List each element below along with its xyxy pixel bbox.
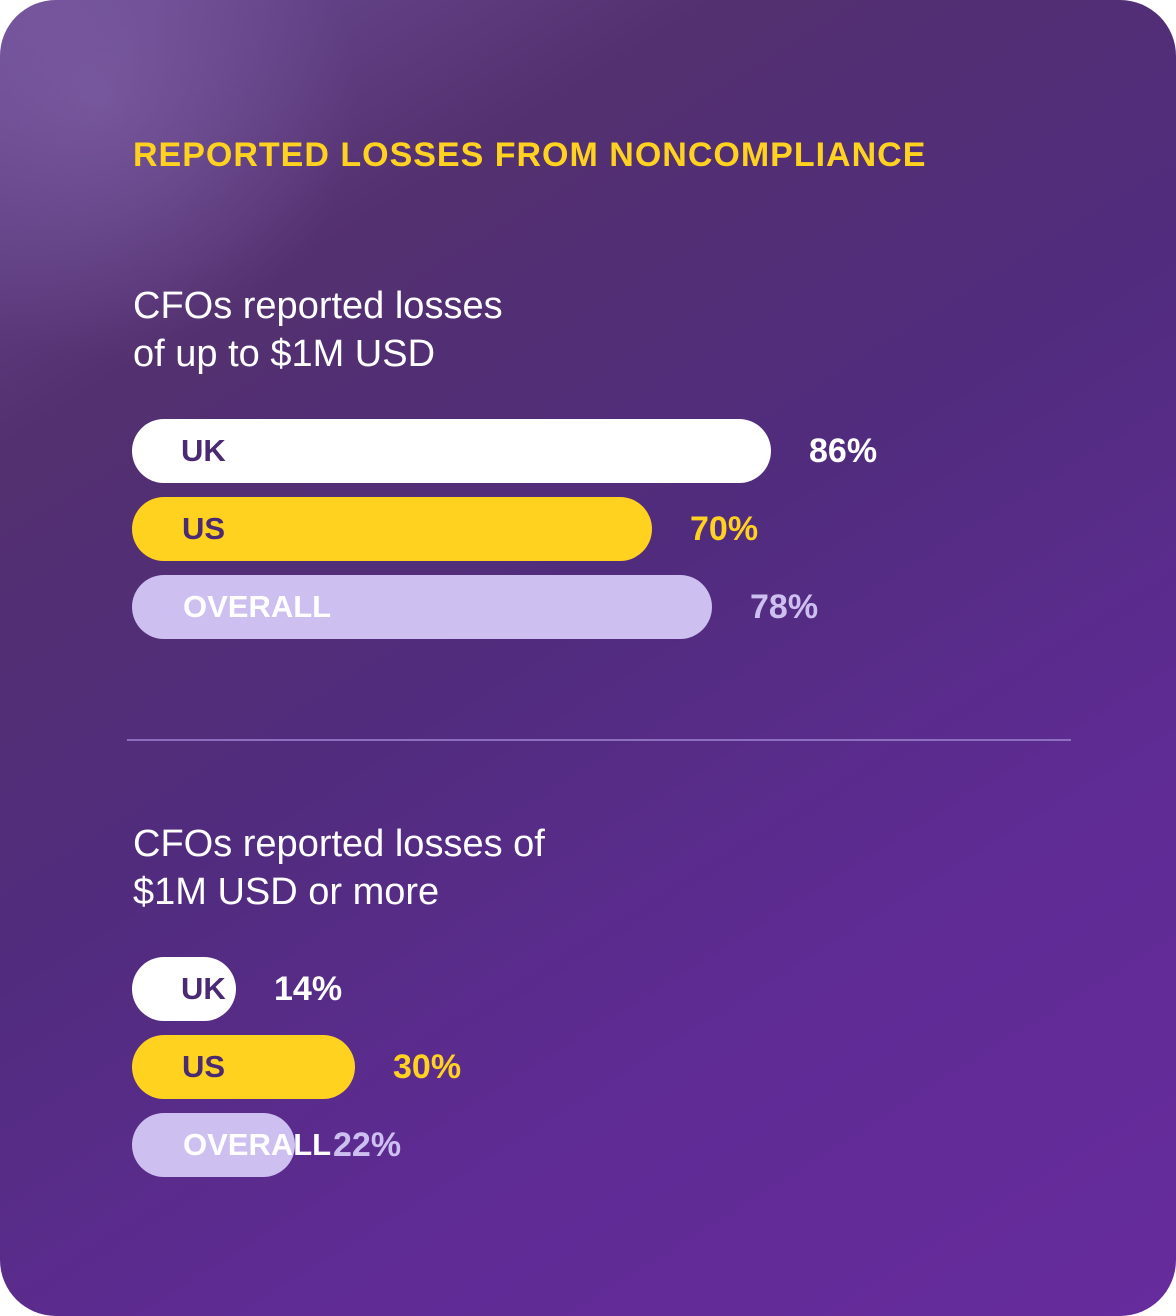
value-label-overall: 78% — [750, 588, 819, 626]
value-label-uk: 14% — [274, 970, 343, 1008]
bar-label-uk: UK — [181, 433, 226, 468]
chart-1-title: CFOs reported losses of up to $1M USD — [133, 282, 733, 378]
section-divider — [127, 739, 1071, 741]
bar-us: US — [132, 1035, 355, 1099]
eyebrow-heading: REPORTED LOSSES FROM NONCOMPLIANCE — [133, 136, 927, 174]
chart-2-title-line-2: $1M USD or more — [133, 871, 440, 913]
bar-label-us: US — [182, 511, 226, 546]
bar-uk: UK — [132, 419, 771, 483]
chart-1-title-line-1: CFOs reported losses — [133, 285, 503, 327]
chart-2-title-line-1: CFOs reported losses of — [133, 823, 545, 865]
value-label-us: 70% — [690, 510, 759, 548]
bar-overall: OVERALL — [132, 1113, 331, 1177]
bar-label-us: US — [182, 1049, 226, 1084]
chart-1-title-line-2: of up to $1M USD — [133, 333, 436, 375]
bar-uk: UK — [132, 957, 236, 1021]
chart-2-title: CFOs reported losses of $1M USD or more — [133, 820, 733, 916]
bar-label-overall: OVERALL — [183, 1127, 332, 1162]
value-label-overall: 22% — [333, 1126, 402, 1164]
bar-us: US — [132, 497, 652, 561]
bar-overall: OVERALL — [132, 575, 712, 639]
bar-label-uk: UK — [181, 971, 226, 1006]
value-label-uk: 86% — [809, 432, 878, 470]
value-label-us: 30% — [393, 1048, 462, 1086]
bar-label-overall: OVERALL — [183, 589, 332, 624]
